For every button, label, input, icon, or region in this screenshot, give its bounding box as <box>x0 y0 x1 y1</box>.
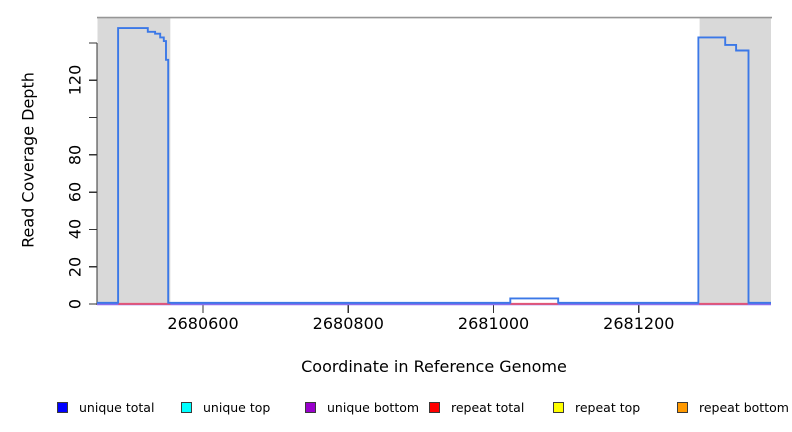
x-tick-label: 2681200 <box>603 314 675 333</box>
legend-item-repeat-top: repeat top <box>553 400 640 415</box>
repeat-region-shade <box>97 18 171 303</box>
y-tick-label: 40 <box>65 219 85 240</box>
legend-swatch-icon <box>305 402 316 413</box>
y-axis-title: Read Coverage Depth <box>18 72 38 248</box>
x-tick-label: 2681000 <box>457 314 530 333</box>
legend-swatch-icon <box>677 402 688 413</box>
legend-swatch-icon <box>57 402 68 413</box>
y-tick-label: 120 <box>65 65 85 96</box>
x-axis-title: Coordinate in Reference Genome <box>301 357 567 376</box>
legend-label: repeat total <box>451 400 525 415</box>
legend-item-repeat-bottom: repeat bottom <box>677 400 789 415</box>
legend-label: unique bottom <box>327 400 420 415</box>
legend-label: unique top <box>203 400 271 415</box>
repeat-region-shade <box>699 18 771 303</box>
legend-label: repeat bottom <box>699 400 789 415</box>
legend-item-unique-bottom: unique bottom <box>305 400 419 415</box>
legend-label: repeat top <box>575 400 641 415</box>
y-tick-label: 0 <box>65 298 85 310</box>
y-tick-label: 60 <box>65 181 85 203</box>
legend-label: unique total <box>79 400 155 415</box>
legend-swatch-icon <box>553 402 564 413</box>
unique-total-line <box>97 27 771 304</box>
y-tick-label: 20 <box>65 256 85 277</box>
x-tick-label: 2680800 <box>312 314 384 333</box>
legend-item-repeat-total: repeat total <box>429 400 524 415</box>
legend-swatch-icon <box>181 402 192 413</box>
legend-swatch-icon <box>429 402 440 413</box>
y-tick-label: 80 <box>65 144 85 166</box>
legend-item-unique-top: unique top <box>181 400 270 415</box>
legend-item-unique-total: unique total <box>57 400 154 415</box>
x-tick-label: 2680600 <box>167 314 239 333</box>
